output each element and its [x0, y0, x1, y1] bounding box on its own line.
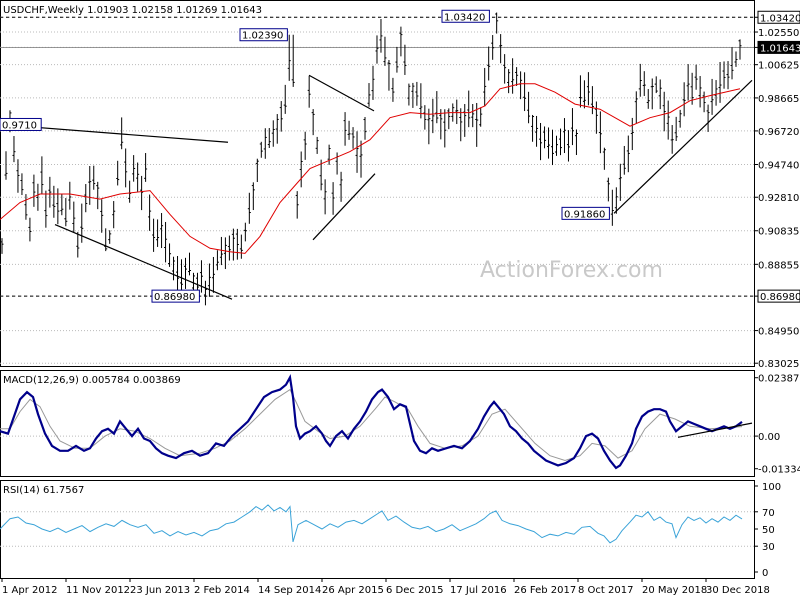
- rsi-axis-label: 0: [762, 568, 768, 579]
- price-axis-label: 0.86980: [760, 292, 800, 303]
- x-axis-label: 8 Oct 2017: [578, 585, 633, 596]
- x-axis-label: 14 Sep 2014: [258, 585, 321, 596]
- price-axis-label: 0.88855: [758, 260, 799, 271]
- price-bars: [0, 12, 742, 306]
- x-axis-label: 1 Apr 2012: [2, 585, 57, 596]
- moving-average-line: [0, 83, 741, 254]
- price-annotations: 0.9710 1.02390 1.03420 0.86980 0.91860: [0, 9, 610, 303]
- price-axis-label: 1.03420: [760, 13, 800, 24]
- macd-axis-label: -0.013346: [758, 465, 800, 476]
- rsi-title: RSI(14) 61.7567: [3, 485, 84, 496]
- chart-title: USDCHF,Weekly 1.01903 1.02158 1.01269 1.…: [3, 5, 262, 16]
- watermark: ActionForex.com: [480, 258, 663, 283]
- price-axis-label: 0.96720: [758, 127, 799, 138]
- price-axis-label: 1.02550: [758, 28, 799, 39]
- price-annotation-box: [151, 289, 200, 303]
- price-axis-label: 1.01643: [760, 43, 800, 54]
- price-axis-label: 0.92810: [758, 193, 799, 204]
- price-annotation-label: 0.9710: [2, 120, 37, 131]
- macd-panel: MACD(12,26,9) 0.005784 0.003869 0.023873…: [0, 370, 800, 477]
- price-axis-label: 0.94740: [758, 161, 799, 172]
- rsi-panel-frame: [0, 480, 755, 579]
- price-axis: 1.03420 1.02550 1.01643 1.00625 0.98665 0.967…: [754, 10, 800, 370]
- macd-trendline-segment: [677, 422, 753, 438]
- trendline: [9, 124, 229, 143]
- macd-title: MACD(12,26,9) 0.005784 0.003869: [3, 375, 181, 386]
- price-annotation-box: [441, 9, 490, 23]
- x-axis-label: 26 Apr 2015: [322, 585, 384, 596]
- trendlines: [9, 74, 753, 300]
- price-annotation-box: [0, 117, 42, 131]
- price-level-box: [757, 289, 800, 303]
- x-axis-label: 17 Jul 2016: [450, 585, 507, 596]
- price-annotation-label: 1.03420: [444, 12, 485, 23]
- rsi-panel: RSI(14) 61.7567 100 70 50 30 0: [0, 480, 781, 579]
- trendline: [54, 223, 233, 300]
- x-axis-label: 23 Jun 2013: [130, 585, 190, 596]
- price-annotation-label: 1.02390: [242, 31, 283, 42]
- trendline: [308, 74, 375, 112]
- macd-axis-label: 0.023873: [758, 374, 800, 385]
- price-annotation-label: 0.86980: [154, 292, 195, 303]
- x-axis-label: 2 Feb 2014: [194, 585, 250, 596]
- rsi-line: [0, 504, 743, 544]
- macd-trendline: [677, 422, 753, 438]
- rsi-axis-label: 100: [762, 482, 781, 493]
- price-axis-label: 0.83025: [758, 359, 799, 370]
- rsi-axis: 100 70 50 30 0: [754, 482, 781, 579]
- price-annotation-label: 0.91860: [564, 209, 605, 220]
- trendline: [312, 173, 376, 241]
- price-level-box: [757, 10, 800, 24]
- price-annotation-box: [561, 206, 610, 220]
- rsi-axis-label: 50: [762, 525, 775, 536]
- rsi-axis-label: 70: [762, 508, 775, 519]
- x-axis-label: 30 Dec 2018: [706, 585, 770, 596]
- price-axis-label: 0.90835: [758, 227, 799, 238]
- x-axis-label: 6 Dec 2015: [386, 585, 444, 596]
- macd-panel-frame: [0, 370, 755, 477]
- price-panel: USDCHF,Weekly 1.01903 1.02158 1.01269 1.…: [0, 0, 800, 370]
- price-grid: [0, 16, 754, 364]
- macd-line: [0, 374, 743, 470]
- trendline: [613, 79, 753, 214]
- price-annotation-box: [239, 28, 288, 42]
- x-axis-label: 11 Nov 2012: [66, 585, 130, 596]
- macd-axis-label: 0.00: [758, 432, 780, 443]
- price-level-box: [757, 40, 800, 54]
- price-axis-label: 0.98665: [758, 94, 799, 105]
- rsi-axis-label: 30: [762, 542, 775, 553]
- price-axis-label: 1.00625: [758, 61, 799, 72]
- macd-axis: 0.023873 0.00 -0.013346: [754, 374, 800, 476]
- x-axis-label: 20 May 2018: [642, 585, 707, 596]
- time-axis: 1 Apr 2012 11 Nov 2012 23 Jun 2013 2 Feb 20…: [0, 578, 770, 596]
- price-axis-label: 0.84950: [758, 327, 799, 338]
- price-panel-frame: [0, 0, 755, 367]
- x-axis-label: 26 Feb 2017: [514, 585, 576, 596]
